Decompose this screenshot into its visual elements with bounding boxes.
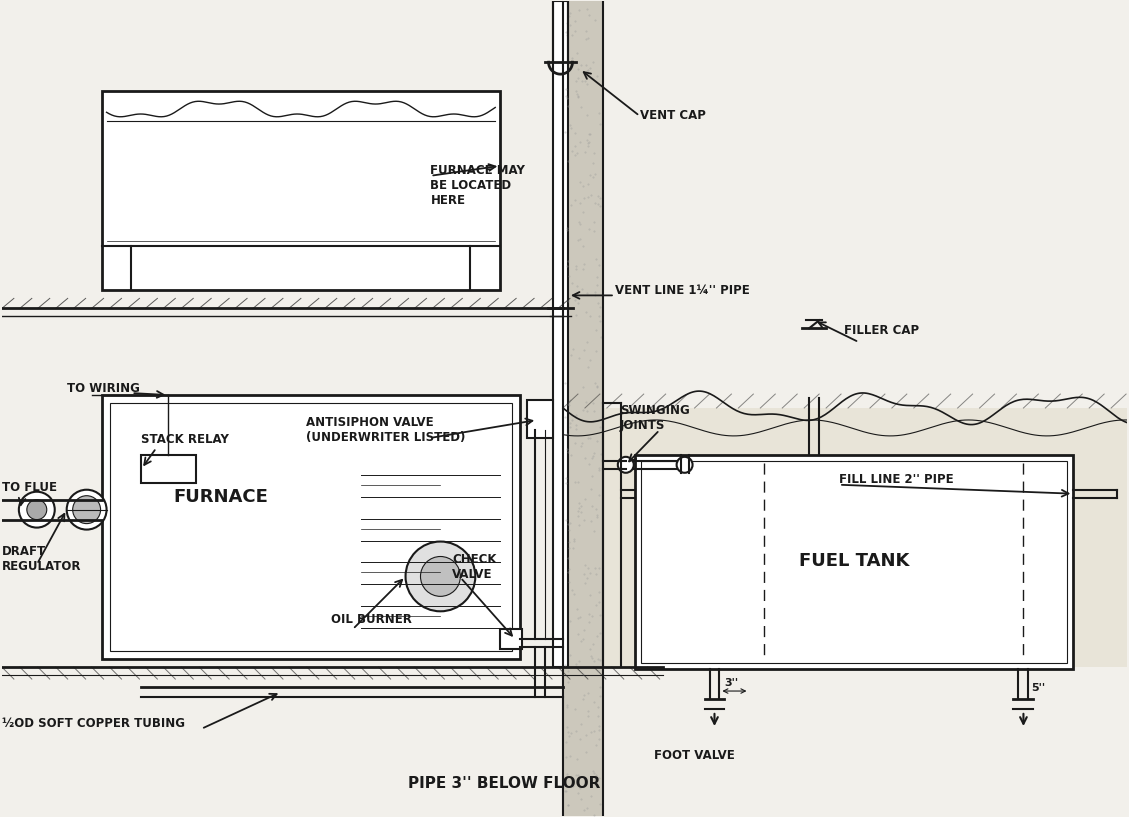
Bar [110,403,513,651]
Text: CHECK
VALVE: CHECK VALVE [453,553,497,582]
Text: VENT LINE 1¼'' PIPE: VENT LINE 1¼'' PIPE [615,283,750,297]
Polygon shape [563,408,1127,667]
Text: DRAFT
REGULATOR: DRAFT REGULATOR [2,546,81,574]
Text: VENT CAP: VENT CAP [640,109,706,123]
Circle shape [27,500,46,520]
Bar [634,455,1074,669]
Circle shape [67,489,106,529]
Text: STACK RELAY: STACK RELAY [141,433,229,446]
Text: FUEL TANK: FUEL TANK [799,552,909,570]
Circle shape [618,457,633,473]
Bar [141,455,196,483]
Text: FILLER CAP: FILLER CAP [844,324,919,337]
Circle shape [19,492,54,528]
Text: ½OD SOFT COPPER TUBING: ½OD SOFT COPPER TUBING [2,717,185,730]
Bar [563,2,603,815]
Circle shape [405,542,475,611]
Bar [102,395,520,659]
Text: ANTISIPHON VALVE
(UNDERWRITER LISTED): ANTISIPHON VALVE (UNDERWRITER LISTED) [306,416,465,444]
Bar [102,91,500,290]
Text: FOOT VALVE: FOOT VALVE [654,749,735,761]
Bar [641,461,1067,663]
Bar [527,400,553,438]
Text: FILL LINE 2'' PIPE: FILL LINE 2'' PIPE [839,473,954,486]
Text: OIL BURNER: OIL BURNER [331,613,412,626]
Text: SWINGING
JOINTS: SWINGING JOINTS [620,404,690,432]
Text: FURNACE MAY
BE LOCATED
HERE: FURNACE MAY BE LOCATED HERE [430,164,525,208]
Circle shape [676,457,692,473]
Circle shape [420,556,461,596]
Text: FURNACE: FURNACE [174,488,269,506]
Text: PIPE 3'' BELOW FLOOR: PIPE 3'' BELOW FLOOR [408,775,601,791]
Text: TO FLUE: TO FLUE [2,481,56,494]
Text: 3'': 3'' [725,678,738,688]
Text: 5'': 5'' [1032,683,1045,693]
Circle shape [72,496,100,524]
Bar [553,2,568,667]
Text: TO WIRING: TO WIRING [67,382,140,395]
Bar [500,629,522,650]
